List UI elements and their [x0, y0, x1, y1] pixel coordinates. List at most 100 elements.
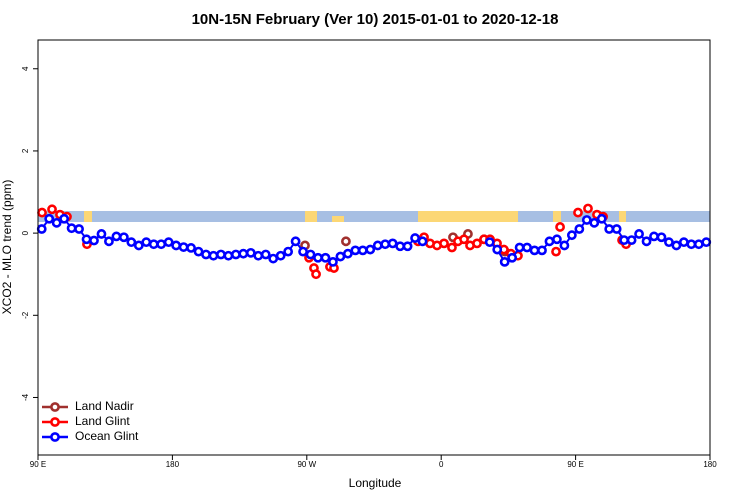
point	[439, 238, 449, 249]
point	[311, 269, 321, 280]
point	[111, 231, 122, 242]
y-tick-label: -2	[21, 311, 30, 319]
point	[402, 241, 413, 252]
point	[37, 207, 47, 218]
point	[447, 242, 457, 253]
point	[148, 239, 159, 250]
point	[693, 239, 704, 250]
point	[656, 232, 667, 243]
point	[581, 215, 592, 225]
point	[664, 237, 674, 248]
point	[126, 237, 137, 248]
plot-frame	[37, 39, 711, 456]
point	[492, 244, 503, 255]
point	[260, 249, 271, 260]
point	[171, 240, 182, 251]
point	[641, 236, 652, 247]
point	[410, 233, 420, 243]
point	[216, 249, 226, 260]
point	[551, 246, 561, 257]
y-tick-label: 4	[21, 66, 30, 71]
land-patch	[305, 211, 317, 222]
point	[283, 246, 294, 257]
point	[89, 235, 99, 246]
legend-label: Land Nadir	[75, 399, 134, 413]
point	[499, 256, 510, 267]
map-strip	[38, 211, 710, 222]
point	[583, 203, 593, 214]
point	[357, 245, 368, 256]
point	[634, 229, 644, 239]
point	[178, 242, 189, 252]
point	[589, 217, 600, 228]
point	[626, 235, 637, 246]
point	[341, 236, 351, 247]
point	[678, 237, 689, 248]
point	[193, 246, 204, 257]
y-tick-label: 0	[21, 230, 30, 235]
legend-marker	[50, 417, 60, 427]
x-tick-label: 90 E	[30, 460, 46, 469]
land-patch	[418, 211, 518, 222]
legend-marker	[50, 432, 60, 442]
point	[238, 248, 249, 259]
legend-label: Ocean Glint	[75, 429, 139, 443]
x-tick-label: 0	[439, 460, 444, 469]
point	[472, 238, 482, 249]
point	[156, 239, 167, 250]
point	[36, 224, 47, 234]
legend-label: Land Glint	[75, 414, 130, 428]
point	[275, 250, 286, 261]
point	[208, 250, 219, 261]
point	[163, 237, 174, 248]
point	[328, 256, 338, 267]
point	[417, 236, 428, 247]
point	[566, 230, 577, 241]
x-tick-label: 90 W	[297, 460, 316, 469]
point	[671, 240, 682, 251]
point	[96, 229, 107, 239]
point	[559, 240, 570, 251]
point	[544, 236, 555, 247]
point	[201, 249, 211, 260]
point	[253, 250, 264, 261]
point	[305, 249, 316, 260]
legend-marker	[50, 402, 60, 412]
x-tick-label: 90 E	[567, 460, 583, 469]
land-patch	[84, 211, 92, 222]
point	[104, 236, 114, 247]
point	[51, 217, 62, 228]
point	[459, 234, 469, 245]
point	[372, 240, 383, 251]
point	[245, 247, 256, 258]
point	[552, 234, 562, 245]
point	[484, 237, 495, 248]
point	[537, 245, 547, 256]
point	[507, 252, 518, 263]
x-tick-label: 180	[166, 460, 180, 469]
point	[380, 239, 391, 250]
point	[290, 236, 301, 247]
point	[611, 224, 622, 234]
point	[701, 237, 712, 248]
point	[230, 249, 241, 260]
point	[387, 238, 398, 249]
point	[365, 244, 376, 255]
point	[66, 223, 77, 234]
point	[686, 239, 697, 250]
point	[313, 252, 323, 263]
point	[596, 213, 607, 224]
point	[395, 241, 406, 252]
point	[298, 246, 308, 257]
point	[186, 243, 196, 253]
point	[573, 207, 583, 218]
point	[81, 234, 92, 245]
land-patch	[553, 211, 561, 222]
land-patch	[619, 211, 626, 222]
point	[522, 242, 532, 253]
point	[342, 248, 353, 259]
point	[47, 204, 57, 215]
y-axis-label: XCO2 - MLO trend (ppm)	[0, 180, 14, 315]
point	[529, 245, 540, 256]
point	[44, 213, 55, 224]
